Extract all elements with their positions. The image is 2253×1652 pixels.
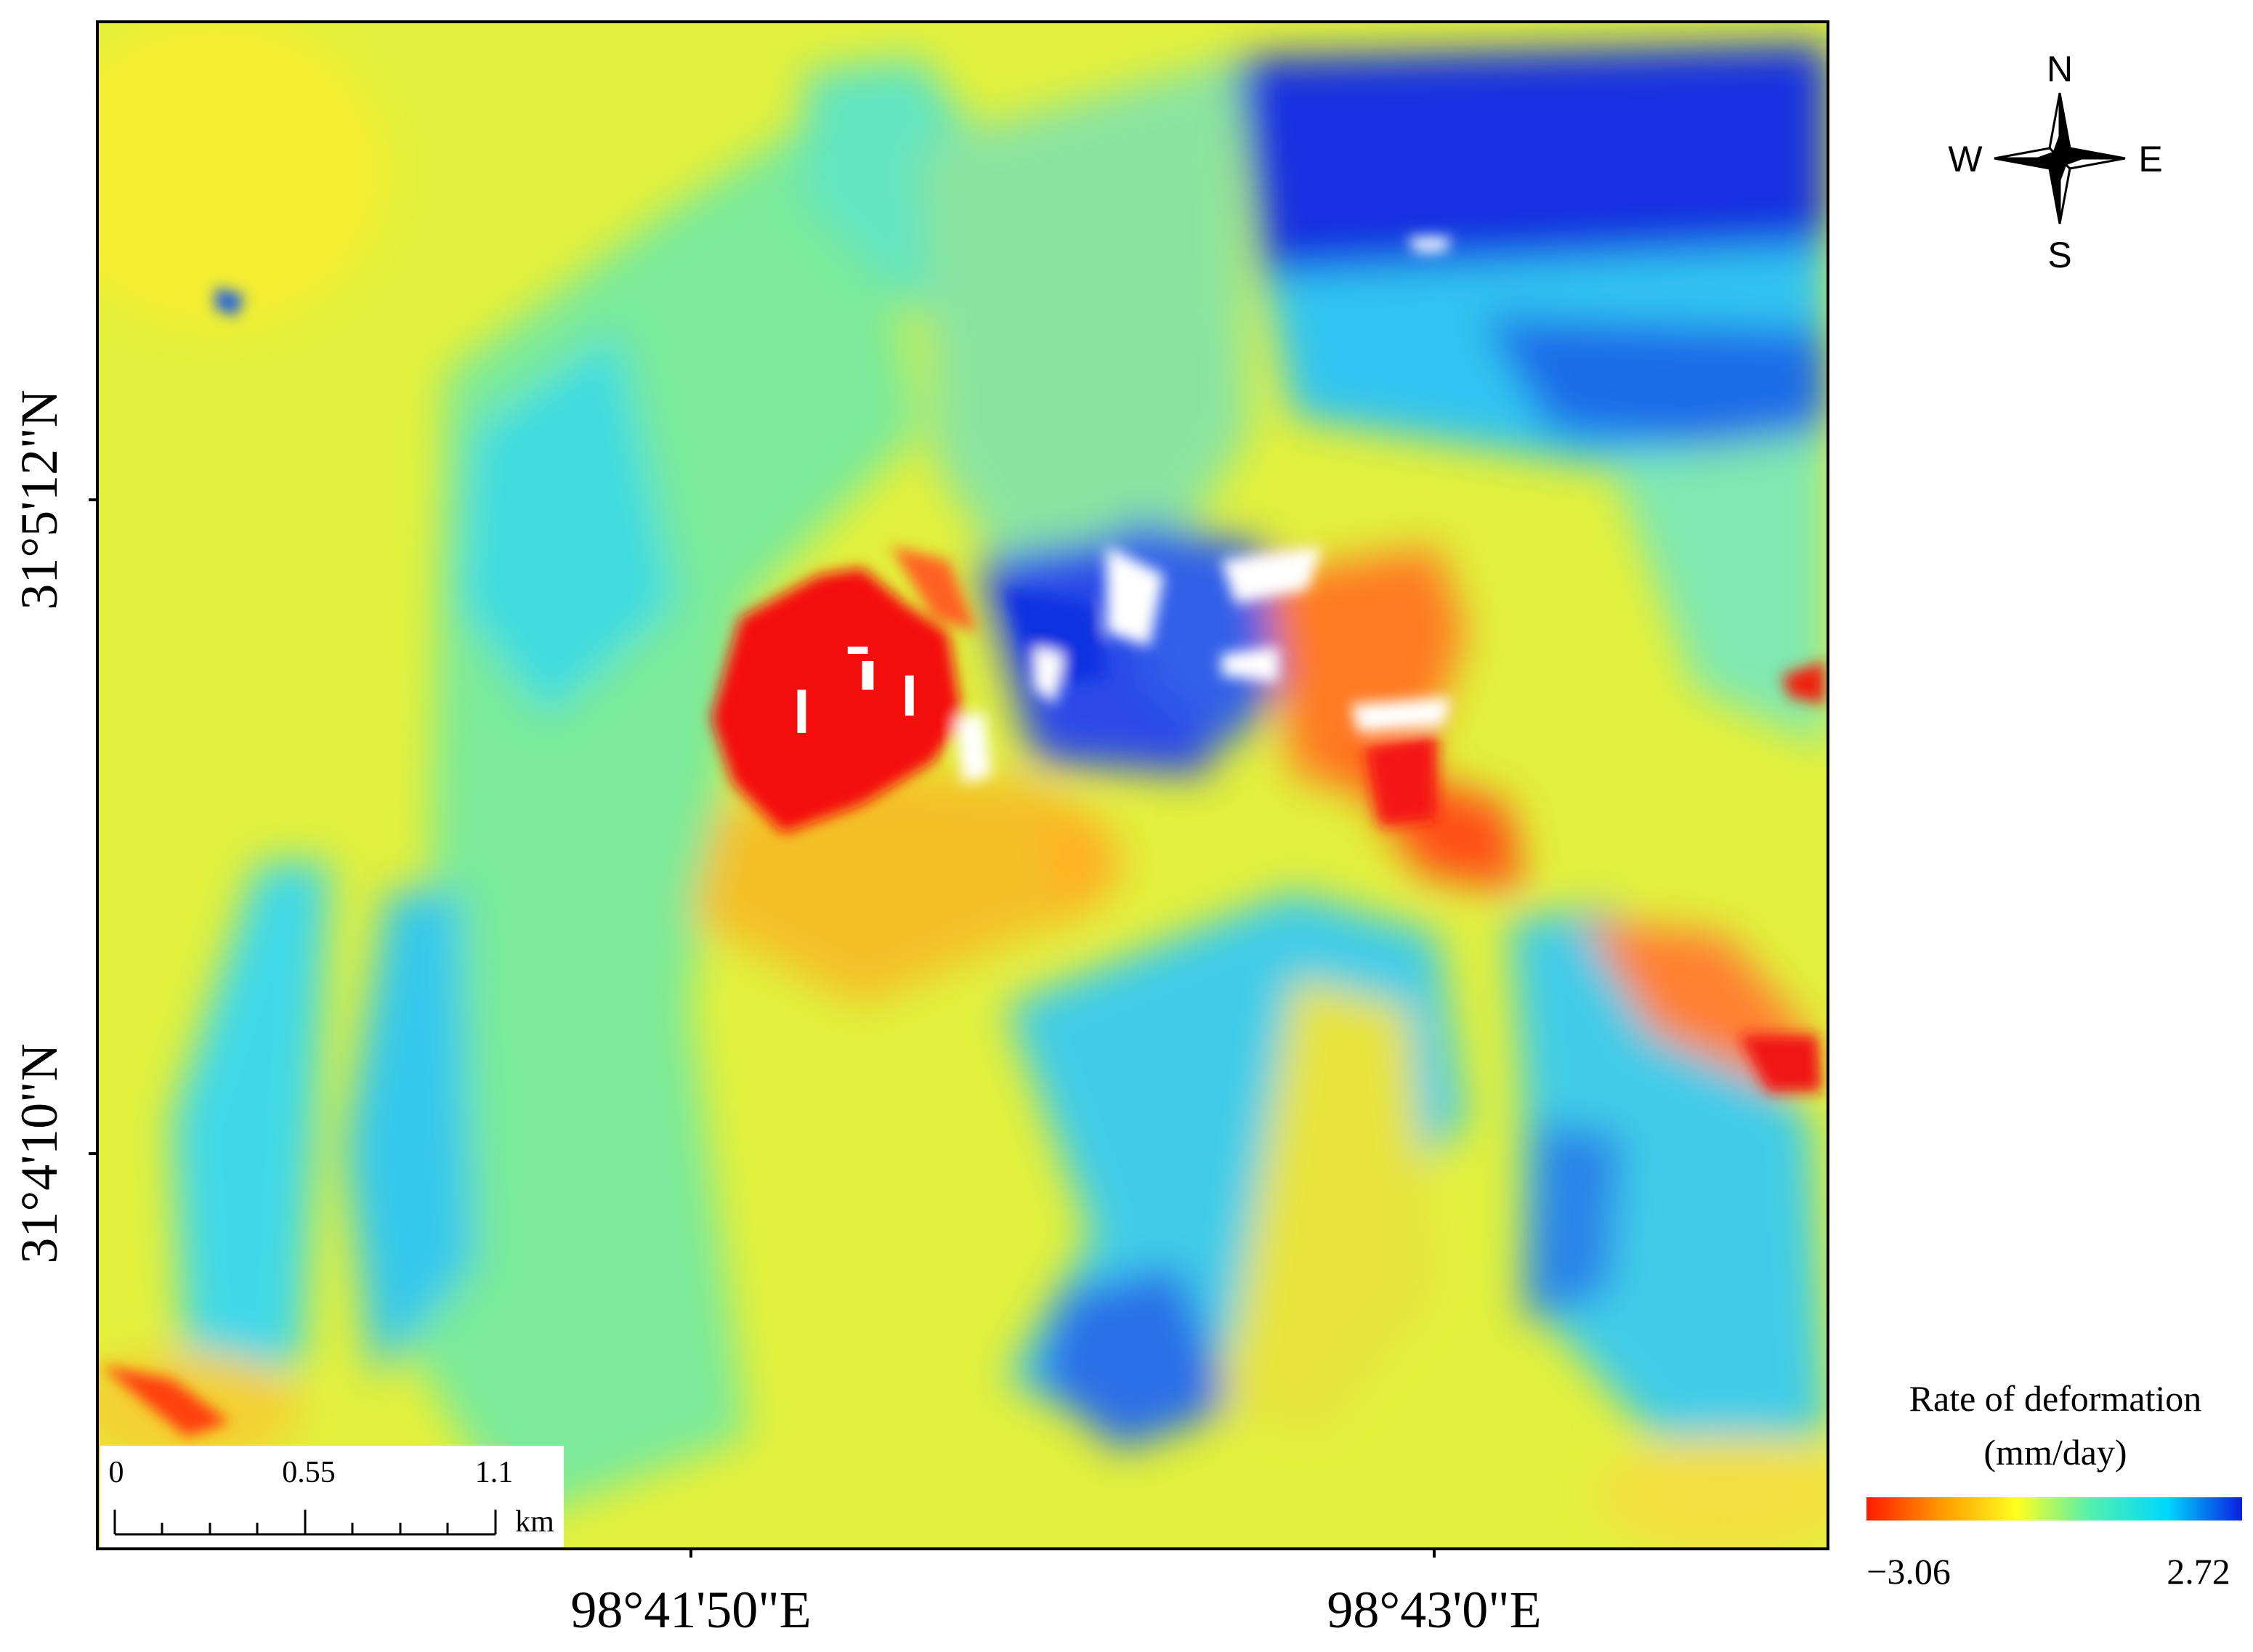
scale-label: 0.55 xyxy=(282,1456,336,1489)
map-graphic xyxy=(919,57,1250,575)
map-graphic xyxy=(1739,1034,1823,1093)
map-graphic xyxy=(97,22,1828,1549)
map-graphic xyxy=(847,647,868,655)
map-graphic xyxy=(1235,43,1828,288)
map-graphic xyxy=(862,660,874,690)
map-graphic xyxy=(97,22,388,331)
map-graphic xyxy=(797,689,806,733)
map-graphic xyxy=(1781,660,1826,705)
map-graphic xyxy=(215,287,244,317)
scale-bar-ruler xyxy=(113,1510,497,1536)
map-graphic xyxy=(955,711,992,784)
map-graphic xyxy=(1609,431,1828,748)
map-graphic xyxy=(1508,905,1828,1437)
map-graphic xyxy=(1364,732,1437,827)
map-graphic xyxy=(100,237,1826,1437)
map-graphic xyxy=(100,1364,230,1437)
map-graphic xyxy=(1006,589,1107,690)
legend-unit: (mm/day) xyxy=(1983,1432,2127,1473)
compass-west: W xyxy=(1948,139,1983,179)
map-graphic xyxy=(1034,647,1064,705)
map-graphic xyxy=(2034,133,2085,184)
deformation-raster xyxy=(97,22,1828,1549)
map-graphic xyxy=(459,331,676,719)
legend-max: 2.72 xyxy=(2167,1551,2230,1592)
compass-south: S xyxy=(2047,235,2071,275)
compass-north: N xyxy=(2047,49,2073,89)
north-arrow xyxy=(1994,92,2126,224)
map-frame xyxy=(96,20,1829,1550)
map-graphic xyxy=(1106,546,1164,647)
legend-color-bar xyxy=(1866,1497,2242,1521)
legend-title: Rate of deformation xyxy=(1909,1378,2202,1419)
scale-label: 1.1 xyxy=(475,1456,514,1489)
latitude-label: 31°4'10"N xyxy=(10,1043,68,1263)
scale-bar-background xyxy=(100,1446,564,1547)
map-graphic xyxy=(1034,1264,1236,1451)
map-graphic xyxy=(1221,976,1437,1437)
map-graphic xyxy=(97,22,1828,1549)
map-graphic xyxy=(1221,647,1279,683)
map-graphic xyxy=(797,647,914,733)
longitude-label: 98°43'0"E xyxy=(1327,1581,1541,1639)
legend-min: −3.06 xyxy=(1866,1551,1951,1592)
map-graphic xyxy=(1595,1436,1828,1549)
map-graphic xyxy=(1523,1120,1625,1322)
scale-bar: 0 0.55 1.1 km xyxy=(100,1446,564,1547)
map-graphic xyxy=(1221,546,1322,604)
compass-east: E xyxy=(2138,139,2162,179)
map-graphic xyxy=(1408,237,1452,252)
map-graphic xyxy=(905,675,914,716)
latitude-label: 31°5'12"N xyxy=(10,389,68,610)
map-graphic xyxy=(344,891,474,1380)
map-graphic xyxy=(1480,316,1828,461)
map-graphic xyxy=(171,862,331,1380)
map-graphic xyxy=(711,567,963,834)
graticule-ticks xyxy=(89,498,1436,1558)
longitude-label: 98°41'50"E xyxy=(570,1581,811,1639)
map-graphic xyxy=(1351,697,1452,733)
map-graphic xyxy=(891,546,977,633)
scale-unit: km xyxy=(515,1505,554,1539)
scale-label: 0 xyxy=(109,1456,124,1489)
